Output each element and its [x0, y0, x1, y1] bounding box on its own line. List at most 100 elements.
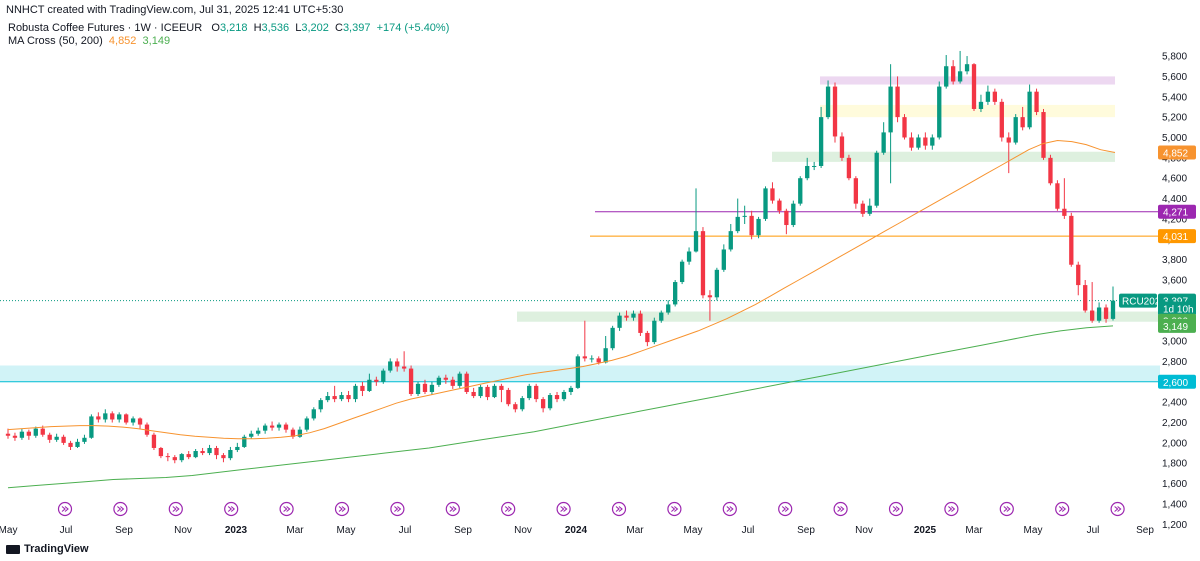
candle-body	[33, 428, 38, 436]
candle-body	[916, 137, 921, 148]
candle-body	[325, 396, 330, 401]
tradingview-logo[interactable]: TradingView	[6, 543, 89, 555]
candle-body	[1089, 310, 1095, 321]
candle-body	[756, 218, 761, 236]
x-tick-label: Nov	[514, 525, 532, 536]
candle-body	[82, 437, 87, 442]
high-value: 3,536	[261, 22, 290, 34]
candle-body	[360, 385, 365, 391]
candle-body	[221, 455, 226, 459]
tradingview-logo-text: TradingView	[24, 543, 89, 555]
y-tick-label: 3,600	[1162, 276, 1187, 287]
y-tick-label: 2,000	[1162, 438, 1187, 449]
y-tick-label: 1,200	[1162, 520, 1187, 531]
candle-body	[631, 313, 636, 318]
event-arrow-icon	[334, 501, 350, 517]
candle-body	[721, 249, 726, 270]
candle-body	[408, 368, 414, 395]
zone-1	[820, 104, 1115, 118]
candle-body	[520, 398, 525, 410]
candle-body	[151, 434, 157, 448]
candle-body	[137, 418, 143, 425]
candle-body	[957, 71, 963, 82]
candle-body	[54, 436, 59, 440]
legend-main: Robusta Coffee Futures · 1W · ICEEUR O 3,…	[8, 22, 449, 34]
candle-body	[200, 451, 205, 454]
y-tick-label: 2,400	[1162, 398, 1187, 409]
price-badge-label: 4,852	[1163, 149, 1188, 160]
candle-body	[103, 413, 108, 420]
candle-body	[26, 431, 32, 436]
price-badge	[1158, 374, 1196, 389]
candle-body	[242, 436, 247, 447]
candle-body	[1096, 307, 1102, 321]
event-arrow-icon	[1055, 501, 1070, 517]
candle-body	[714, 269, 720, 298]
y-tick-label: 4,600	[1162, 174, 1187, 185]
close-label: C	[334, 22, 343, 34]
candle-body	[304, 418, 309, 430]
candle-body	[429, 384, 435, 392]
event-arrow-icon	[888, 501, 904, 517]
y-tick-label: 1,400	[1162, 499, 1187, 510]
candle-body	[937, 86, 942, 138]
candle-body	[554, 395, 560, 400]
candle-body	[686, 251, 692, 262]
candle-body	[297, 429, 303, 437]
candle-body	[235, 446, 240, 451]
candle-body	[860, 203, 865, 214]
price-badge	[1158, 301, 1196, 316]
candle-body	[770, 188, 775, 201]
candle-body	[506, 389, 511, 405]
candle-body	[999, 101, 1004, 138]
candle-body	[5, 433, 11, 436]
candle-body	[12, 435, 18, 438]
candle-body	[353, 385, 358, 400]
candle-body	[895, 86, 900, 118]
candle-body	[1103, 307, 1109, 319]
event-arrow-icon	[667, 501, 682, 517]
y-tick-label: 4,200	[1162, 214, 1187, 225]
event-arrow-icon	[944, 501, 959, 517]
candle-body	[422, 383, 428, 392]
candle-body	[846, 157, 852, 179]
candle-body	[492, 385, 497, 398]
x-tick-label: Sep	[797, 525, 815, 536]
event-arrow-icon	[445, 501, 460, 517]
candle-body	[1083, 285, 1088, 311]
y-tick-label: 5,200	[1162, 113, 1187, 124]
y-tick-label: 5,600	[1162, 72, 1187, 83]
candle-body	[332, 396, 337, 400]
event-arrow-icon	[611, 501, 627, 517]
candle-body	[666, 304, 671, 313]
candle-body	[951, 66, 956, 82]
x-tick-label: Sep	[115, 525, 133, 536]
candle-body	[290, 429, 296, 437]
ma-cross-label[interactable]: MA Cross (50, 200)	[8, 35, 103, 47]
candle-body	[881, 132, 886, 153]
y-tick-label: 5,400	[1162, 92, 1187, 103]
price-badge-label: 1d 10h	[1163, 305, 1194, 316]
change-value: +174 (+5.40%)	[376, 22, 450, 34]
candle-body	[89, 416, 94, 438]
candle-body	[269, 425, 275, 428]
candle-body	[638, 313, 643, 333]
open-label: O	[211, 22, 220, 34]
event-arrow-icon	[778, 501, 793, 517]
candle-body	[568, 387, 574, 392]
x-tick-label: May	[0, 525, 17, 536]
ma50-value: 4,852	[108, 35, 137, 47]
candle-body	[346, 395, 351, 400]
event-arrow-icon	[999, 501, 1014, 517]
price-badge-label: 4,031	[1163, 232, 1188, 243]
x-tick-label: Jul	[60, 525, 73, 536]
candle-body	[1048, 157, 1053, 184]
symbol-name[interactable]: Robusta Coffee Futures · 1W · ICEEUR	[8, 22, 203, 34]
x-tick-label: Sep	[454, 525, 472, 536]
x-tick-label: 2024	[565, 525, 588, 536]
x-tick-label: 2023	[225, 525, 248, 536]
candle-body	[464, 373, 469, 392]
candle-body	[985, 91, 991, 102]
event-arrow-icon	[168, 501, 183, 517]
